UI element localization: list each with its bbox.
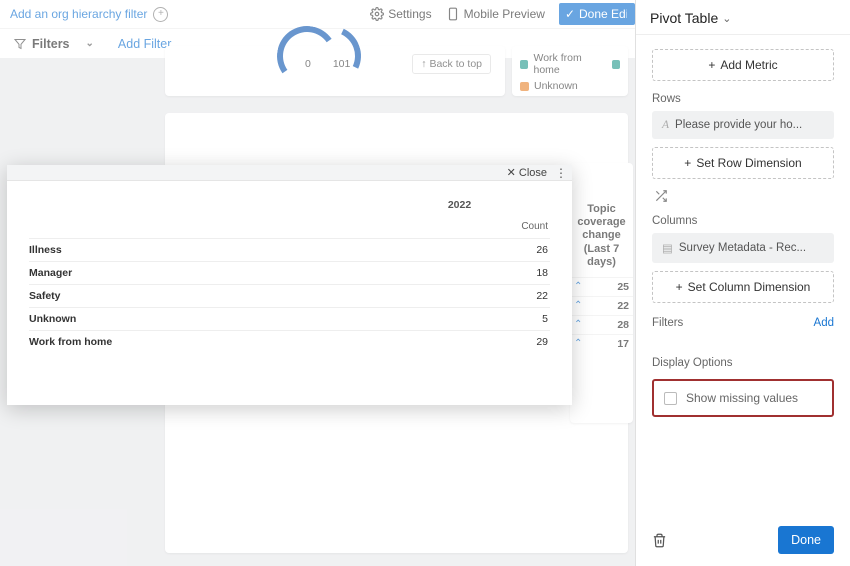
- swap-dimensions-button[interactable]: [652, 189, 834, 203]
- chevron-down-icon: ⌄: [722, 12, 731, 25]
- close-icon: ✕: [507, 166, 516, 179]
- plus-circle-icon: +: [153, 7, 168, 22]
- set-col-label: Set Column Dimension: [688, 280, 811, 294]
- gauge-widget: 0 101 ↑ Back to top: [165, 46, 505, 96]
- mobile-icon: [446, 7, 460, 21]
- kebab-menu[interactable]: ⋮: [555, 166, 566, 180]
- column-count: Count: [369, 221, 550, 238]
- set-row-dimension-button[interactable]: + Set Row Dimension: [652, 147, 834, 179]
- row-count: 29: [369, 336, 550, 348]
- settings-label: Settings: [388, 7, 431, 21]
- plus-icon: +: [684, 156, 691, 170]
- row-count: 26: [369, 244, 550, 256]
- close-button[interactable]: ✕ Close: [507, 166, 547, 179]
- check-icon: ✓: [565, 7, 575, 21]
- acc-val: 17: [617, 338, 629, 350]
- add-metric-label: Add Metric: [720, 58, 777, 72]
- row-label: Safety: [29, 290, 369, 302]
- chevron-down-icon: ⌄: [86, 38, 94, 49]
- checkbox[interactable]: [664, 392, 677, 405]
- show-missing-values-option[interactable]: Show missing values: [652, 379, 834, 417]
- row-dimension-chip[interactable]: A Please provide your ho...: [652, 111, 834, 139]
- date-field-icon: ▤: [662, 241, 673, 255]
- row-chip-label: Please provide your ho...: [675, 119, 802, 131]
- chevron-up-icon: ⌃: [574, 281, 582, 292]
- accordion-row[interactable]: ⌃ 25: [570, 277, 633, 296]
- col-chip-label: Survey Metadata - Rec...: [679, 242, 806, 254]
- done-editing-label: Done Editing: [579, 7, 627, 21]
- table-row: Unknown5: [29, 307, 550, 330]
- row-label: Illness: [29, 244, 369, 256]
- accordion-row[interactable]: ⌃ 17: [570, 334, 633, 353]
- table-row: Work from home29: [29, 330, 550, 353]
- panel-title-dropdown[interactable]: Pivot Table ⌄: [650, 10, 836, 26]
- plus-icon: +: [676, 280, 683, 294]
- shuffle-icon: [654, 189, 668, 203]
- legend-item: Unknown: [534, 80, 578, 92]
- legend-swatch: [520, 60, 528, 69]
- table-row: Manager18: [29, 261, 550, 284]
- back-to-top-button[interactable]: ↑ Back to top: [412, 54, 491, 74]
- done-editing-button[interactable]: ✓ Done Editing: [559, 3, 635, 25]
- row-count: 22: [369, 290, 550, 302]
- add-filter-button[interactable]: Add Filter: [118, 37, 172, 51]
- chevron-up-icon: ⌃: [574, 338, 582, 349]
- close-label: Close: [519, 167, 547, 179]
- text-field-icon: A: [662, 119, 669, 131]
- pivot-preview-modal: ✕ Close ⋮ 2022 Count Illness26 Manager18…: [7, 165, 572, 405]
- column-dimension-chip[interactable]: ▤ Survey Metadata - Rec...: [652, 233, 834, 263]
- display-options-label: Display Options: [652, 357, 834, 369]
- filter-icon: [14, 38, 26, 50]
- rows-section-label: Rows: [652, 93, 834, 105]
- topic-coverage-widget: Topic coverage change (Last 7 days) ⌃25 …: [570, 163, 633, 423]
- acc-val: 25: [617, 281, 629, 293]
- column-year: 2022: [369, 199, 550, 221]
- acc-val: 22: [617, 300, 629, 312]
- legend-swatch: [612, 60, 620, 69]
- filters-section-label: Filters: [652, 317, 683, 329]
- table-row: Safety22: [29, 284, 550, 307]
- delete-button[interactable]: [652, 533, 667, 548]
- add-metric-button[interactable]: + Add Metric: [652, 49, 834, 81]
- filters-label: Filters: [32, 37, 70, 51]
- columns-section-label: Columns: [652, 215, 834, 227]
- plus-icon: +: [708, 58, 715, 72]
- row-label: Unknown: [29, 313, 369, 325]
- done-button[interactable]: Done: [778, 526, 834, 554]
- set-row-label: Set Row Dimension: [696, 156, 801, 170]
- mobile-preview-button[interactable]: Mobile Preview: [446, 7, 545, 21]
- mobile-preview-label: Mobile Preview: [464, 7, 545, 21]
- gauge-max: 101: [333, 58, 351, 70]
- legend-item: Work from home: [533, 52, 606, 76]
- pivot-config-panel: Pivot Table ⌄ + Add Metric Rows A Please…: [635, 0, 850, 566]
- topic-coverage-title: Topic coverage change (Last 7 days): [570, 203, 633, 269]
- show-missing-label: Show missing values: [686, 391, 798, 405]
- set-column-dimension-button[interactable]: + Set Column Dimension: [652, 271, 834, 303]
- row-count: 5: [369, 313, 550, 325]
- gear-icon: [370, 7, 384, 21]
- chevron-up-icon: ⌃: [574, 319, 582, 330]
- row-count: 18: [369, 267, 550, 279]
- accordion-row[interactable]: ⌃ 22: [570, 296, 633, 315]
- legend-widget: Work from home Unknown: [512, 46, 628, 96]
- panel-title: Pivot Table: [650, 10, 718, 26]
- org-filter-label: Add an org hierarchy filter: [10, 7, 147, 21]
- acc-val: 28: [617, 319, 629, 331]
- row-label: Manager: [29, 267, 369, 279]
- accordion-row[interactable]: ⌃ 28: [570, 315, 633, 334]
- gauge-min: 0: [305, 58, 311, 70]
- settings-button[interactable]: Settings: [370, 7, 431, 21]
- add-org-hierarchy-filter[interactable]: Add an org hierarchy filter +: [10, 7, 168, 22]
- trash-icon: [652, 533, 667, 548]
- row-label: Work from home: [29, 336, 369, 348]
- add-filter-link[interactable]: Add: [814, 317, 834, 329]
- chevron-up-icon: ⌃: [574, 300, 582, 311]
- legend-swatch: [520, 82, 529, 91]
- filters-button[interactable]: Filters ⌄: [14, 37, 94, 51]
- table-row: Illness26: [29, 238, 550, 261]
